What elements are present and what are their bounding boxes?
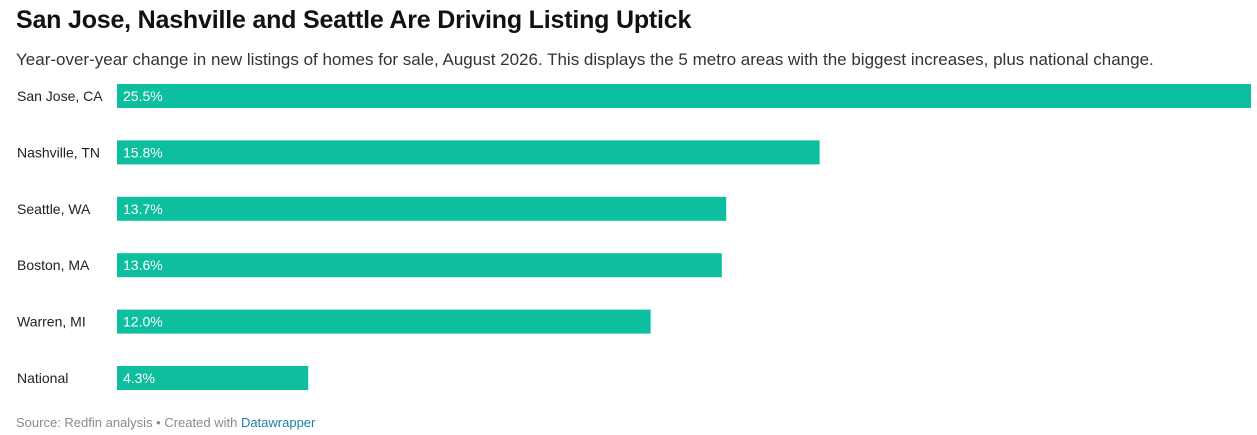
category-label: Nashville, TN [17,144,100,160]
category-label: Seattle, WA [17,201,91,217]
value-label: 15.8% [123,144,163,160]
value-label: 25.5% [123,88,163,104]
bar-chart: San Jose, CA 25.5% Nashville, TN 15.8% Seatt… [17,84,1251,390]
chart-subtitle: Year-over-year change in new listings of… [16,50,1154,69]
value-label: 4.3% [123,370,155,386]
datawrapper-link[interactable]: Datawrapper [240,415,316,430]
value-label: 13.7% [123,201,163,217]
value-label: 13.6% [123,257,163,273]
bar [117,309,651,334]
bar [117,196,727,221]
bar [117,366,309,390]
bar [117,84,1251,108]
bar [117,140,820,165]
source-text: Source: Redfin analysis • Created with [16,415,241,430]
category-label: Warren, MI [17,314,86,330]
category-label: Boston, MA [17,257,90,273]
value-label: 12.0% [123,314,163,330]
bar [117,253,722,278]
chart-title: San Jose, Nashville and Seattle Are Driv… [16,6,692,34]
category-label: National [17,370,68,386]
chart-footer: Source: Redfin analysis • Created with D… [16,415,315,430]
category-label: San Jose, CA [17,88,103,104]
